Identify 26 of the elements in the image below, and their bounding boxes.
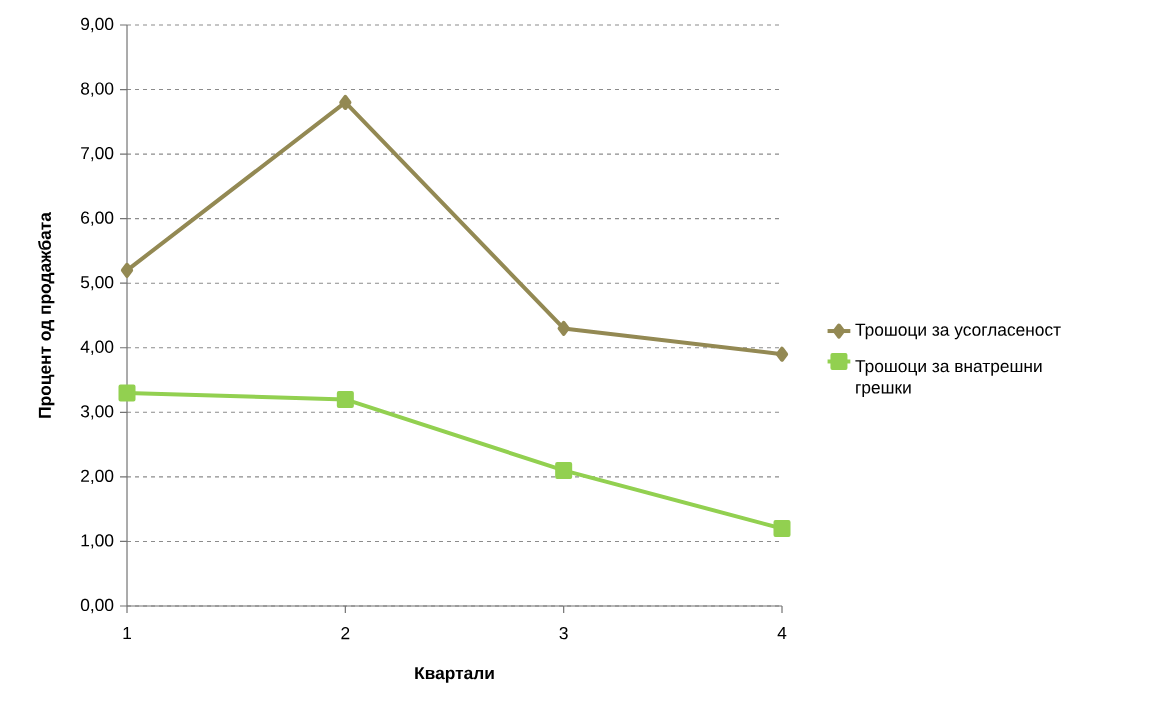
x-tick-label: 4 — [777, 627, 787, 639]
point — [339, 94, 352, 110]
y-tick-label: 3,00 — [80, 405, 114, 420]
x-tick-label: 2 — [341, 627, 350, 640]
y-tick-label: 8,00 — [80, 82, 114, 97]
y-axis-title: Процент од продажбата — [38, 211, 55, 418]
y-tick-label: 7,00 — [81, 146, 114, 162]
point — [557, 320, 570, 336]
y-tick-label: 1,00 — [81, 534, 114, 549]
y-tick-label: 5,00 — [80, 276, 114, 291]
point — [773, 520, 791, 538]
y-tick-label: 9,00 — [81, 17, 114, 33]
point — [775, 346, 789, 362]
point — [120, 262, 134, 278]
y-tick-label: 6,00 — [81, 211, 114, 226]
y-tick-label: 2,00 — [81, 469, 114, 485]
point — [336, 390, 354, 408]
legend-label: Трошоци за внатрешни грешки — [855, 360, 1042, 398]
point — [555, 461, 573, 479]
y-tick-label: 4,00 — [80, 340, 114, 355]
point — [118, 384, 136, 402]
y-tick-label: 0,00 — [80, 598, 114, 614]
x-tick-label: 1 — [123, 627, 131, 639]
x-tick-label: 3 — [559, 627, 568, 640]
x-axis-title: Квартали — [415, 667, 494, 683]
legend-label: Трошоци за усогласеност — [855, 323, 1061, 340]
